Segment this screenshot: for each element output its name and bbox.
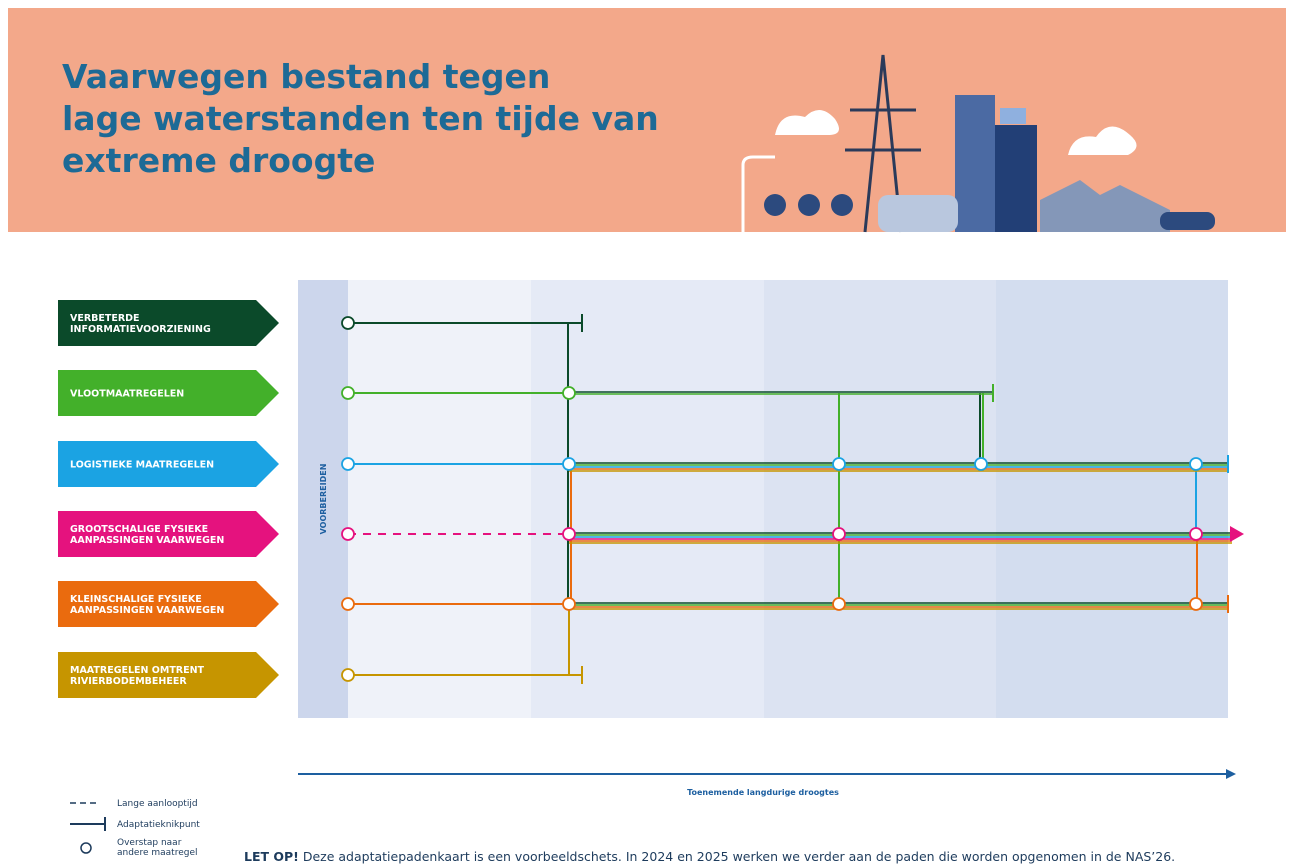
phase-column [348, 280, 531, 718]
path-arrow [1230, 526, 1244, 542]
axis-arrow [1226, 769, 1236, 779]
measure-label-line: AANPASSINGEN VAARWEGEN [70, 605, 224, 616]
phase-column [531, 280, 764, 718]
transfer-point [563, 387, 575, 399]
phase-column [764, 280, 996, 718]
transfer-point [342, 669, 354, 681]
measure-label-line: GROOTSCHALIGE FYSIEKE [70, 524, 208, 535]
transfer-point [1190, 458, 1202, 470]
measure-label: LOGISTIEKE MAATREGELEN [70, 460, 214, 471]
title-line: Vaarwegen bestand tegen [62, 57, 550, 96]
phase-column [996, 280, 1228, 718]
transfer-point [1190, 528, 1202, 540]
legend-text: Overstap naar andere maatregel [117, 838, 198, 858]
pathway-map: VOORBEREIDEN [298, 280, 1244, 718]
page: Vaarwegen bestand tegen lage waterstande… [0, 0, 1292, 866]
measure-label-line: MAATREGELEN OMTRENT [70, 665, 205, 676]
title-line: lage waterstanden ten tijde van [62, 99, 659, 138]
legend-line-text: Overstap naar [117, 838, 182, 848]
transfer-point [342, 598, 354, 610]
transfer-point [563, 598, 575, 610]
measure-label-line: LOGISTIEKE MAATREGELEN [70, 460, 214, 471]
legend: Lange aanlooptijd Adaptatieknikpunt Over… [70, 799, 200, 858]
transfer-point [342, 387, 354, 399]
measure-label-line: VLOOTMAATREGELEN [70, 389, 184, 400]
note-emphasis: LET OP! [244, 849, 299, 864]
legend-line-text: andere maatregel [117, 848, 198, 858]
transfer-point [563, 458, 575, 470]
transfer-point [563, 528, 575, 540]
transfer-point [342, 317, 354, 329]
note-text: Deze adaptatiepadenkaart is een voorbeel… [299, 849, 1175, 864]
transfer-point [342, 528, 354, 540]
transfer-point [342, 458, 354, 470]
transfer-point [833, 598, 845, 610]
legend-text: Lange aanlooptijd [117, 799, 198, 809]
note: LET OP! Deze adaptatiepadenkaart is een … [244, 849, 1175, 864]
transfer-point [1190, 598, 1202, 610]
measure-label-line: AANPASSINGEN VAARWEGEN [70, 535, 224, 546]
transfer-point [833, 528, 845, 540]
transfer-point [833, 458, 845, 470]
axis-label: Toenemende langdurige droogtes [687, 788, 839, 797]
measure-label-line: RIVIERBODEMBEHEER [70, 676, 187, 687]
measure-label: VLOOTMAATREGELEN [70, 389, 184, 400]
legend-circle [81, 843, 91, 853]
phase-label: VOORBEREIDEN [319, 464, 328, 535]
legend-text: Adaptatieknikpunt [117, 820, 200, 830]
measure-label-line: INFORMATIEVOORZIENING [70, 324, 211, 335]
measure-label-line: KLEINSCHALIGE FYSIEKE [70, 594, 202, 605]
measure-label-line: VERBETERDE [70, 313, 140, 324]
transfer-point [975, 458, 987, 470]
title-line: extreme droogte [62, 141, 375, 180]
